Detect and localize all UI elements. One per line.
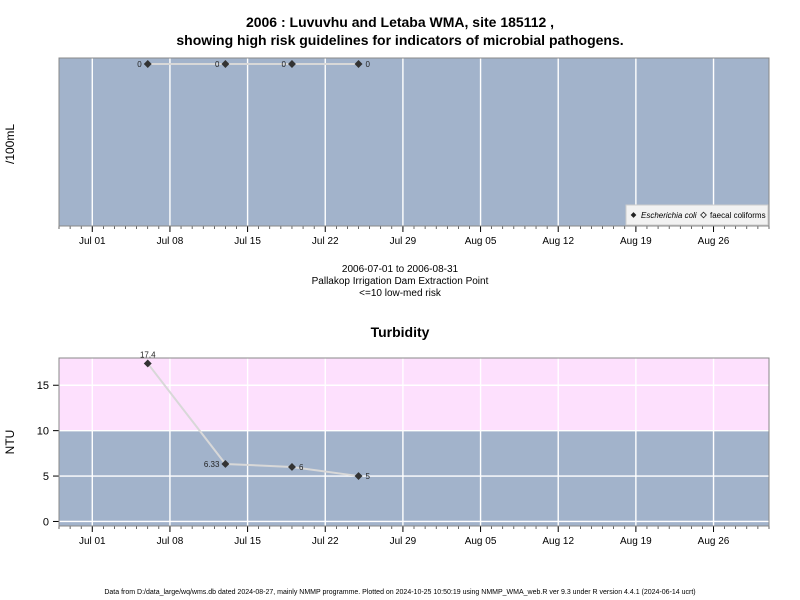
turbidity-title: Turbidity [370,324,430,340]
x-tick-label: Jul 22 [312,536,339,547]
site-name-label: Pallakop Irrigation Dam Extraction Point [311,276,489,287]
high-risk-band [59,358,769,431]
data-label: 6 [299,463,304,472]
data-point [221,460,230,468]
data-label: 6.33 [204,460,220,469]
data-point [143,60,152,68]
legend-box [625,204,769,226]
x-tick-label: Aug 26 [698,236,730,247]
data-point [288,463,296,471]
x-tick-label: Aug 19 [620,236,652,247]
x-tick-label: Jul 29 [390,536,417,547]
data-label: 17.4 [140,350,156,359]
footer-note: Data from D:/data_large/wq/wms.db dated … [104,589,696,596]
series-line [146,362,359,478]
y-tick-label: 15 [37,380,49,392]
data-label: 0 [366,60,371,69]
x-tick-label: Jul 15 [234,536,261,547]
legend-entry-ecoli: Escherichia coli [641,211,697,220]
panel-frame [58,357,770,527]
x-tick-label: Jul 01 [79,236,106,247]
x-tick-label: Aug 26 [698,536,730,547]
data-label: 5 [366,472,371,481]
x-tick-label: Jul 08 [157,536,184,547]
legend-marker-ecoli [630,212,637,218]
data-point [221,60,230,68]
legend-entry-faecal: faecal coliforms [710,211,766,220]
x-tick-label: Aug 12 [542,236,574,247]
data-label: 0 [282,60,287,69]
guideline-label: <=10 low-med risk [359,288,441,299]
x-tick-label: Aug 05 [465,236,497,247]
data-label: 0 [215,60,220,69]
turbidity-plot-panel: 0 5 10 15 Jul 01 Jul 08 Jul 15 Jul 22 Jul 29 Aug … [37,350,770,547]
data-label: 0 [137,60,142,69]
data-point [143,359,152,368]
x-tick-label: Jul 15 [234,236,261,247]
x-tick-label: Aug 12 [542,536,574,547]
x-tick-label: Aug 05 [465,536,497,547]
chart-title-line1: 2006 : Luvuvhu and Letaba WMA, site 1851… [245,14,555,30]
legend-marker-faecal [700,211,707,219]
turbidity-y-axis-label: NTU [3,429,17,455]
y-tick-label: 0 [43,516,49,528]
y-tick-label: 10 [37,426,49,438]
chart-title-line2: showing high risk guidelines for indicat… [176,32,624,48]
y-tick-label: 5 [43,471,49,483]
microbial-plot-panel: Jul 01 Jul 08 Jul 15 Jul 22 Jul 29 Aug 05 Aug … [58,57,770,247]
x-tick-label: Jul 08 [157,236,184,247]
panel-frame [58,57,770,227]
x-tick-label: Jul 29 [390,236,417,247]
x-tick-label: Jul 22 [312,236,339,247]
panel-background [59,58,769,226]
data-point [354,472,363,481]
x-tick-label: Jul 01 [79,536,106,547]
period-label: 2006-07-01 to 2006-08-31 [341,264,459,275]
x-tick-label: Aug 19 [620,536,652,547]
